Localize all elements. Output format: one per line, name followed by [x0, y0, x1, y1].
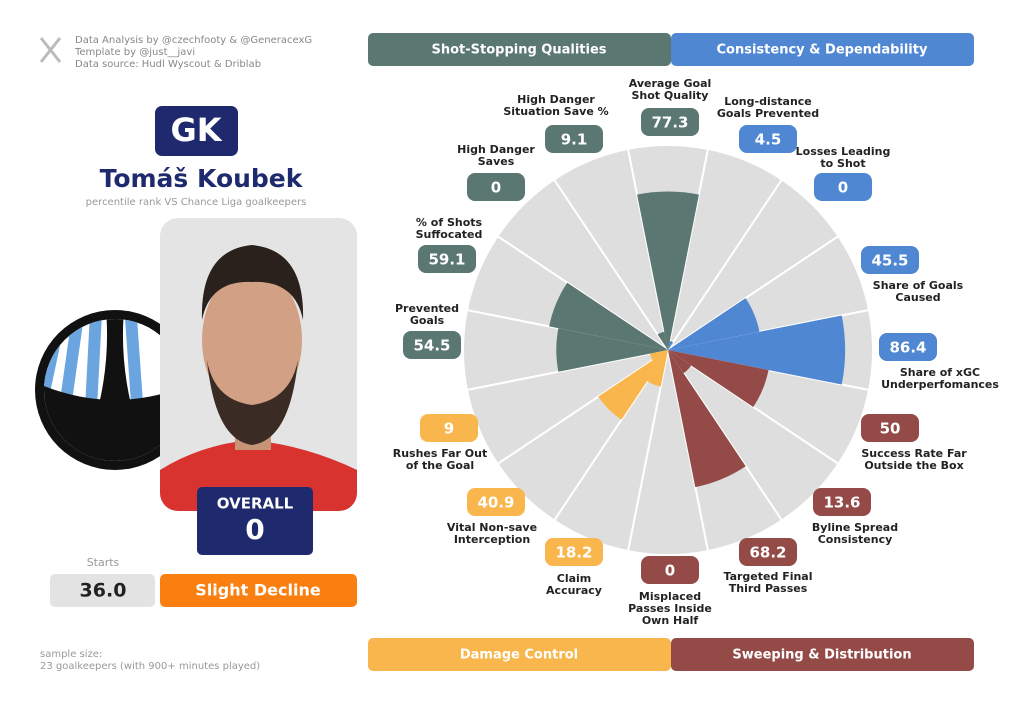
value-pill — [814, 173, 872, 201]
slice — [598, 350, 668, 420]
value-label: 9 — [444, 420, 454, 438]
value-label: 54.5 — [413, 337, 450, 355]
value-label: 9.1 — [561, 131, 588, 149]
metric-name: Prevented Goals — [394, 302, 459, 327]
value-pill — [545, 538, 603, 566]
group-header — [671, 638, 974, 671]
value-label: 13.6 — [823, 494, 860, 512]
group-title: Sweeping & Distribution — [732, 648, 911, 663]
credit: Data Analysis by @czechfooty & @Generace… — [75, 35, 312, 46]
value-pill — [641, 556, 699, 584]
value-pill — [403, 331, 461, 359]
position: GK — [170, 111, 222, 149]
metric-name: Success Rate Far Outside the Box — [861, 447, 967, 472]
metric-name: Rushes Far Out of the Goal — [392, 447, 488, 472]
value-pill — [813, 488, 871, 516]
value-pill — [641, 108, 699, 136]
metric-name: Losses Leading to Shot — [795, 145, 891, 170]
group-title: Damage Control — [460, 648, 578, 663]
x-logo — [39, 37, 62, 63]
slice — [657, 331, 668, 350]
value-label: 40.9 — [477, 494, 514, 512]
value-pill — [467, 488, 525, 516]
value-label: 45.5 — [871, 252, 908, 270]
value-label: 0 — [838, 179, 848, 197]
value-label: 59.1 — [428, 251, 465, 269]
credit: Template by @just__javi — [74, 47, 195, 58]
starts-label: Starts — [87, 556, 120, 569]
trend: Slight Decline — [195, 581, 321, 600]
group-title: Consistency & Dependability — [717, 43, 928, 58]
metric-name: Long-distance Goals Prevented — [716, 95, 820, 120]
value-pill — [861, 414, 919, 442]
metric-name: Average Goal Shot Quality — [628, 77, 712, 102]
position-badge — [155, 106, 238, 156]
metric-name: % of Shots Suffocated — [415, 216, 483, 241]
overall-box — [197, 487, 313, 555]
value-pill — [879, 333, 937, 361]
overall-label: OVERALL — [217, 495, 294, 513]
group-header — [671, 33, 974, 66]
metric-name: High Danger Situation Save % — [503, 93, 609, 118]
value-label: 0 — [491, 179, 501, 197]
metric-name: Share of xGC Underperfomances — [881, 366, 999, 391]
value-label: 77.3 — [651, 114, 688, 132]
metric-name: Misplaced Passes Inside Own Half — [628, 590, 712, 627]
slice — [668, 350, 746, 488]
credit: Data source: Hudl Wyscout & Driblab — [75, 59, 261, 70]
value-pill — [545, 125, 603, 153]
slice — [649, 350, 668, 361]
sample-label: sample size: — [40, 649, 102, 660]
slice — [668, 340, 674, 350]
club-logo — [35, 310, 195, 470]
metric-name: Share of Goals Caused — [872, 279, 964, 304]
slice — [549, 282, 668, 350]
slice — [668, 298, 760, 350]
value-label: 68.2 — [749, 544, 786, 562]
starts-box — [50, 574, 155, 607]
player-name: Tomáš Koubek — [100, 164, 304, 193]
slice — [647, 350, 668, 387]
value-pill — [420, 414, 478, 442]
metric-name: Targeted Final Third Passes — [723, 570, 813, 595]
slice — [668, 315, 846, 385]
value-pill — [739, 125, 797, 153]
slice — [668, 350, 692, 374]
trend-box — [160, 574, 357, 607]
metric-name: High Danger Saves — [457, 143, 535, 168]
value-pill — [861, 246, 919, 274]
value-pill — [418, 245, 476, 273]
value-label: 86.4 — [889, 339, 926, 357]
slice — [637, 191, 699, 350]
group-title: Shot-Stopping Qualities — [431, 43, 606, 58]
value-label: 0 — [665, 562, 675, 580]
value-label: 50 — [880, 420, 901, 438]
value-label: 4.5 — [755, 131, 782, 149]
slice — [556, 328, 668, 372]
group-header — [368, 638, 671, 671]
metric-name: Byline Spread Consistency — [811, 521, 899, 546]
metric-name: Claim Accuracy — [546, 572, 602, 597]
metric-name: Vital Non-save Interception — [446, 521, 538, 546]
starts-value: 36.0 — [80, 580, 127, 602]
value-label: 18.2 — [555, 544, 592, 562]
value-pill — [739, 538, 797, 566]
background-slice — [465, 349, 669, 466]
sample-size: 23 goalkeepers (with 900+ minutes played… — [40, 661, 260, 672]
slice — [668, 350, 769, 407]
overall-value: 0 — [245, 513, 264, 546]
value-pill — [467, 173, 525, 201]
group-header — [368, 33, 671, 66]
subtitle: percentile rank VS Chance Liga goalkeepe… — [86, 197, 307, 208]
